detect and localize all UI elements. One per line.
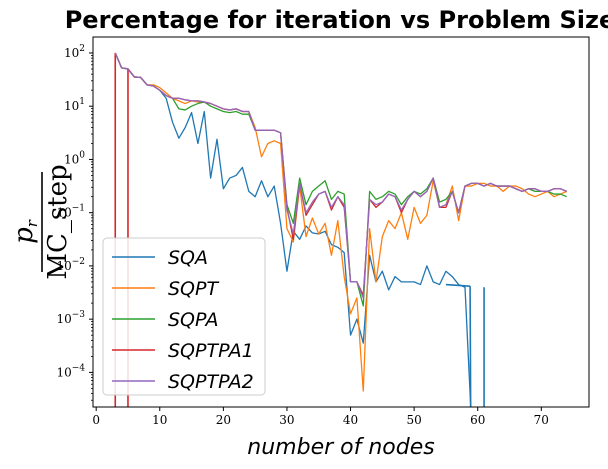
y-tick-label: 10−2 bbox=[56, 257, 85, 273]
y-tick-label: 100 bbox=[64, 150, 85, 166]
series-drop-sqa-1 bbox=[469, 286, 472, 407]
y-axis-label-numerator: pr bbox=[9, 219, 41, 244]
x-tick-label: 60 bbox=[470, 413, 485, 427]
legend-label-sqptpa2: SQPTPA2 bbox=[168, 371, 254, 393]
y-axis-label-subscript: r bbox=[23, 219, 41, 227]
y-tick-label: 101 bbox=[64, 97, 85, 113]
legend-label-sqa: SQA bbox=[168, 247, 208, 269]
y-tick-label: 10−3 bbox=[56, 310, 85, 326]
y-tick-label: 10−1 bbox=[56, 204, 85, 220]
legend-box bbox=[102, 237, 266, 396]
series-drop-sqa-0 bbox=[445, 283, 471, 287]
y-axis-label-p: p bbox=[9, 227, 39, 244]
y-tick-label: 102 bbox=[64, 44, 85, 60]
plot-frame bbox=[92, 36, 590, 408]
y-axis-label: pr MC_step bbox=[9, 164, 73, 279]
y-axis-label-denominator: MC_step bbox=[43, 164, 73, 279]
y-tick-label: 10−4 bbox=[56, 363, 85, 379]
legend-label-sqptpa1: SQPTPA1 bbox=[168, 340, 254, 362]
legend-label-sqpt: SQPT bbox=[168, 278, 219, 300]
x-tick-label: 30 bbox=[279, 413, 294, 427]
x-tick-label: 40 bbox=[343, 413, 358, 427]
x-tick-label: 50 bbox=[406, 413, 421, 427]
x-tick-label: 70 bbox=[534, 413, 549, 427]
legend-items: SQA SQPT SQPA SQPTPA1 SQPTPA2 bbox=[112, 247, 254, 393]
x-tick-label: 0 bbox=[92, 413, 100, 427]
x-axis-label: number of nodes bbox=[247, 435, 434, 460]
chart-title: Percentage for iteration vs Problem Size bbox=[65, 6, 608, 34]
y-axis: 10−4 10−3 10−2 10−1 100 101 102 bbox=[56, 44, 93, 401]
series-line-sqptpa2 bbox=[114, 52, 567, 299]
legend-label-sqpa: SQPA bbox=[168, 309, 219, 331]
x-tick-label: 10 bbox=[152, 413, 167, 427]
x-axis: 0 10 20 30 40 50 60 70 bbox=[92, 407, 549, 427]
legend: SQA SQPT SQPA SQPTPA1 SQPTPA2 bbox=[102, 237, 266, 396]
x-tick-label: 20 bbox=[216, 413, 231, 427]
